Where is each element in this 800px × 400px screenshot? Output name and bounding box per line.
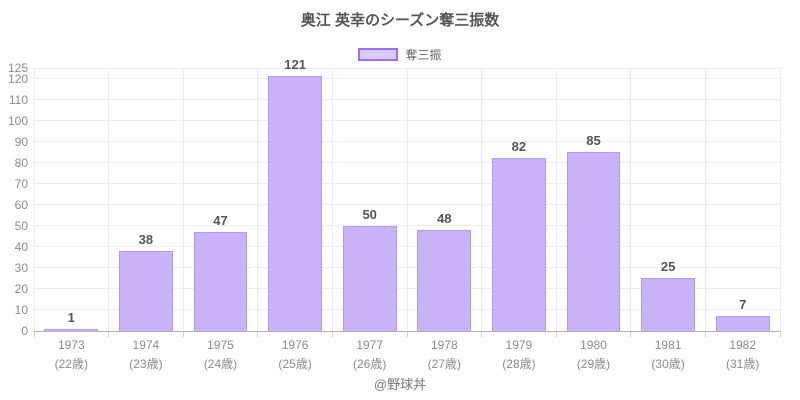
gridline bbox=[257, 68, 259, 331]
y-tick-label: 0 bbox=[21, 324, 28, 338]
x-tick-label-year: 1975 bbox=[207, 338, 234, 352]
axis-tick bbox=[182, 331, 184, 337]
x-tick-label-year: 1979 bbox=[505, 338, 533, 352]
bar-value-label: 121 bbox=[284, 57, 306, 73]
x-axis-line bbox=[34, 330, 780, 332]
bar-value-label: 85 bbox=[586, 133, 601, 149]
y-tick-label: 50 bbox=[14, 218, 28, 233]
bar-value-label: 50 bbox=[362, 206, 377, 222]
y-tick-label: 40 bbox=[14, 239, 28, 254]
axis-tick bbox=[704, 331, 706, 337]
x-tick-label-year: 1980 bbox=[580, 338, 607, 352]
bar-1974[interactable] bbox=[119, 251, 173, 331]
y-tick-label: 60 bbox=[14, 197, 28, 212]
y-tick-label: 30 bbox=[14, 260, 28, 275]
axis-tick bbox=[555, 331, 557, 337]
gridline bbox=[555, 68, 557, 331]
bar-1981[interactable] bbox=[641, 278, 695, 331]
x-tick-label-age: (23歳) bbox=[129, 357, 163, 371]
y-tick-label: 20 bbox=[14, 281, 28, 296]
axis-tick bbox=[779, 331, 781, 337]
y-tick-label: 70 bbox=[14, 176, 28, 191]
y-tick-label: 100 bbox=[7, 113, 28, 128]
x-tick-label-age: (30歳) bbox=[651, 357, 685, 371]
bar-value-label: 7 bbox=[739, 297, 747, 313]
axis-tick bbox=[481, 331, 483, 337]
bar-value-label: 47 bbox=[213, 213, 228, 229]
gridline bbox=[481, 68, 483, 331]
y-tick-label: 120 bbox=[7, 71, 28, 86]
x-tick-label-year: 1977 bbox=[356, 338, 384, 352]
axis-tick bbox=[406, 331, 408, 337]
bar-1978[interactable] bbox=[417, 230, 472, 331]
gridline bbox=[33, 68, 35, 331]
bar-1973[interactable] bbox=[44, 328, 99, 331]
x-tick-label-age: (31歳) bbox=[726, 357, 760, 371]
legend-item-strikeouts[interactable]: 奪三振 bbox=[358, 46, 442, 63]
gridline bbox=[630, 68, 632, 331]
x-tick-label-year: 1976 bbox=[281, 338, 309, 352]
gridline bbox=[331, 68, 333, 331]
axis-tick bbox=[108, 331, 110, 337]
bar-1982[interactable] bbox=[715, 316, 770, 331]
axis-tick bbox=[33, 331, 35, 337]
gridline bbox=[704, 68, 706, 331]
y-tick-label: 125 bbox=[7, 61, 28, 75]
x-tick-label-year: 1973 bbox=[57, 338, 85, 352]
bar-1977[interactable] bbox=[342, 225, 397, 331]
bar-value-label: 48 bbox=[437, 211, 452, 226]
bar-1980[interactable] bbox=[566, 152, 621, 331]
bar-1975[interactable] bbox=[193, 232, 248, 331]
gridline bbox=[779, 68, 781, 331]
bar-value-label: 25 bbox=[660, 259, 676, 275]
x-tick-label-age: (29歳) bbox=[576, 357, 611, 371]
y-tick-label: 110 bbox=[8, 92, 28, 107]
gridline bbox=[406, 68, 408, 331]
bar-value-label: 82 bbox=[511, 139, 527, 155]
legend-label: 奪三振 bbox=[405, 48, 442, 62]
x-tick-label-age: (28歳) bbox=[502, 357, 536, 371]
bar-value-label: 1 bbox=[67, 309, 75, 325]
bar-value-label: 38 bbox=[138, 232, 154, 248]
watermark-credit: @野球丼 bbox=[373, 377, 427, 392]
bar-1976[interactable] bbox=[268, 76, 322, 331]
x-tick-label-year: 1978 bbox=[430, 338, 458, 352]
legend: 奪三振 bbox=[0, 46, 800, 63]
y-tick-label: 10 bbox=[14, 302, 28, 317]
axis-tick bbox=[630, 331, 632, 337]
y-tick-label: 90 bbox=[14, 134, 28, 149]
axis-tick bbox=[331, 331, 333, 337]
x-tick-label-age: (24歳) bbox=[203, 357, 238, 371]
x-tick-label-year: 1982 bbox=[729, 338, 757, 352]
x-tick-label-year: 1981 bbox=[654, 338, 682, 352]
axis-tick bbox=[257, 331, 259, 337]
x-tick-label-age: (27歳) bbox=[427, 357, 461, 371]
gridline bbox=[182, 68, 184, 331]
legend-swatch-icon bbox=[358, 48, 399, 61]
x-tick-label-age: (26歳) bbox=[353, 357, 387, 371]
bar-1979[interactable] bbox=[492, 158, 546, 331]
chart-title: 奥江 英幸のシーズン奪三振数 bbox=[300, 12, 500, 29]
x-tick-label-year: 1974 bbox=[132, 338, 160, 352]
x-tick-label-age: (22歳) bbox=[54, 357, 88, 371]
x-tick-label-age: (25歳) bbox=[278, 357, 312, 371]
y-tick-label: 80 bbox=[14, 155, 28, 170]
gridline bbox=[108, 68, 110, 331]
